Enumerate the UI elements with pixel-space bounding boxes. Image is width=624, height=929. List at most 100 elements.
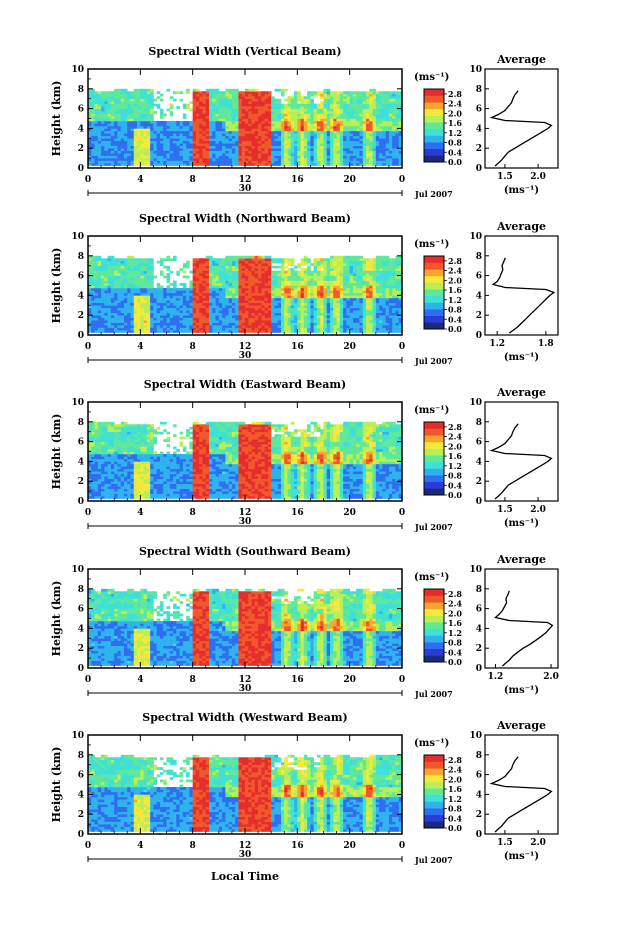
heatmap-cell bbox=[215, 312, 220, 316]
heatmap-cell bbox=[238, 283, 243, 286]
heatmap-cell bbox=[369, 143, 373, 147]
colorbar-swatch bbox=[424, 122, 444, 130]
heatmap-cell bbox=[143, 278, 148, 281]
heatmap-cell bbox=[395, 148, 400, 151]
heatmap-cell bbox=[258, 108, 262, 112]
heatmap-cell bbox=[127, 263, 131, 266]
heatmap-cell bbox=[271, 138, 275, 142]
heatmap-cell bbox=[238, 140, 243, 144]
heatmap-cell bbox=[228, 258, 233, 262]
heatmap-cell bbox=[127, 118, 131, 122]
heatmap-cell bbox=[189, 322, 193, 326]
heatmap-cell bbox=[215, 310, 220, 314]
heatmap-cell bbox=[307, 300, 311, 304]
heatmap-cell bbox=[245, 108, 249, 112]
heatmap-cell bbox=[235, 285, 239, 289]
heatmap-cell bbox=[310, 113, 314, 117]
heatmap-cell bbox=[251, 270, 256, 274]
heatmap-cell bbox=[388, 96, 393, 99]
heatmap-cell bbox=[274, 118, 279, 122]
heatmap-cell bbox=[235, 327, 239, 331]
heatmap-cell bbox=[231, 305, 236, 309]
heatmap-cell bbox=[94, 270, 99, 274]
heatmap-cell bbox=[166, 155, 171, 159]
heatmap-cell bbox=[307, 302, 311, 306]
heatmap-cell bbox=[375, 123, 380, 127]
heatmap-cell bbox=[277, 290, 282, 294]
heatmap-cell bbox=[231, 275, 236, 279]
heatmap-cell bbox=[316, 120, 321, 124]
heatmap-cell bbox=[202, 148, 207, 151]
heatmap-cell bbox=[199, 265, 203, 269]
heatmap-cell bbox=[123, 322, 128, 326]
heatmap-cell bbox=[320, 305, 324, 309]
heatmap-cell bbox=[339, 155, 344, 159]
heatmap-cell bbox=[176, 327, 180, 331]
heatmap-cell bbox=[91, 320, 95, 323]
heatmap-cell bbox=[264, 275, 269, 279]
heatmap-cell bbox=[294, 106, 298, 109]
heatmap-cell bbox=[150, 285, 154, 289]
heatmap-cell bbox=[123, 273, 128, 276]
heatmap-cell bbox=[277, 143, 282, 147]
heatmap-cell bbox=[169, 155, 174, 159]
heatmap-cell bbox=[303, 140, 308, 144]
heatmap-cell bbox=[218, 300, 223, 304]
heatmap-cell bbox=[195, 133, 200, 137]
heatmap-cell bbox=[271, 320, 275, 323]
heatmap-cell bbox=[176, 123, 180, 127]
heatmap-cell bbox=[254, 273, 259, 276]
heatmap-cell bbox=[316, 140, 321, 144]
heatmap-cell bbox=[166, 88, 171, 92]
heatmap-cell bbox=[261, 297, 265, 301]
heatmap-cell bbox=[209, 330, 213, 333]
heatmap-cell bbox=[277, 111, 282, 114]
heatmap-cell bbox=[284, 125, 288, 129]
heatmap-cell bbox=[94, 258, 99, 262]
heatmap-cell bbox=[189, 285, 193, 289]
heatmap-cell bbox=[182, 106, 187, 109]
heatmap-cell bbox=[313, 327, 318, 331]
heatmap-cell bbox=[261, 133, 265, 137]
heatmap-cell bbox=[215, 258, 220, 262]
heatmap-cell bbox=[159, 302, 164, 306]
heatmap-cell bbox=[222, 116, 226, 119]
heatmap-cell bbox=[297, 307, 301, 311]
heatmap-cell bbox=[202, 330, 207, 333]
heatmap-cell bbox=[264, 160, 269, 164]
heatmap-cell bbox=[169, 143, 174, 147]
heatmap-cell bbox=[261, 283, 265, 286]
heatmap-cell bbox=[388, 98, 393, 102]
heatmap-cell bbox=[241, 295, 246, 299]
heatmap-cell bbox=[140, 160, 144, 164]
heatmap-cell bbox=[169, 111, 174, 114]
heatmap-cell bbox=[326, 155, 331, 159]
heatmap-cell bbox=[346, 93, 350, 97]
heatmap-cell bbox=[307, 258, 311, 262]
heatmap-cell bbox=[173, 125, 177, 129]
heatmap-cell bbox=[156, 148, 161, 151]
heatmap-cell bbox=[123, 302, 128, 306]
heatmap-cell bbox=[91, 295, 95, 299]
heatmap-cell bbox=[316, 135, 321, 139]
heatmap-cell bbox=[218, 150, 223, 154]
heatmap-cell bbox=[235, 96, 239, 99]
heatmap-cell bbox=[271, 292, 275, 296]
heatmap-cell bbox=[359, 116, 364, 119]
heatmap-cell bbox=[352, 113, 357, 117]
heatmap-cell bbox=[218, 98, 223, 102]
heatmap-cell bbox=[231, 283, 236, 286]
heatmap-cell bbox=[290, 258, 295, 262]
heatmap-cell bbox=[303, 330, 308, 333]
heatmap-cell bbox=[294, 300, 298, 304]
heatmap-cell bbox=[313, 158, 318, 161]
heatmap-cell bbox=[303, 263, 308, 266]
heatmap-cell bbox=[94, 290, 99, 294]
heatmap-cell bbox=[264, 300, 269, 304]
heatmap-cell bbox=[225, 143, 229, 147]
heatmap-cell bbox=[209, 135, 213, 139]
heatmap-cell bbox=[231, 285, 236, 289]
heatmap-cell bbox=[258, 285, 262, 289]
heatmap-cell bbox=[173, 138, 177, 142]
heatmap-cell bbox=[356, 123, 360, 127]
